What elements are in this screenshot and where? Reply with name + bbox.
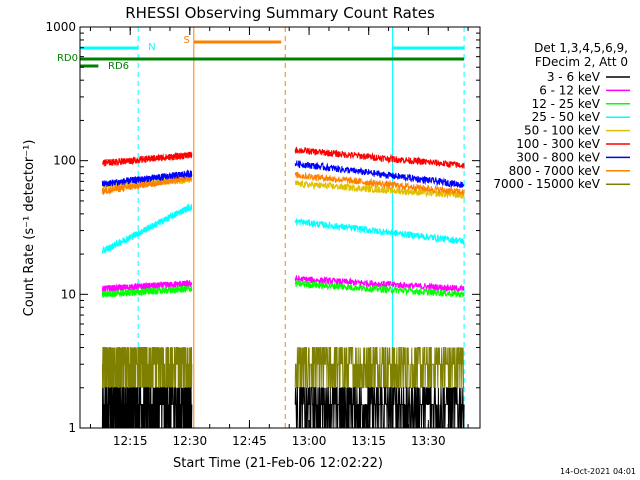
series-0	[101, 387, 465, 429]
chart-title: RHESSI Observing Summary Count Rates	[125, 4, 435, 22]
y-axis-label: Count Rate (s⁻¹ detector⁻¹)	[22, 140, 37, 317]
x-tick-label: 13:00	[292, 434, 327, 448]
plot-frame	[79, 26, 481, 429]
legend: Det 1,3,4,5,6,9, FDecim 2, Att 0 3 - 6 k…	[493, 41, 630, 191]
flag-label-rd0: RD0	[57, 53, 78, 64]
trace-1-0	[101, 279, 193, 293]
trace-3-1	[294, 217, 465, 245]
y-tick-label: 1000	[45, 20, 76, 34]
series-1	[101, 274, 465, 293]
x-tick-label: 12:45	[232, 434, 267, 448]
series-6	[101, 160, 465, 189]
x-axis: 12:15 12:30 12:45 13:00 13:15 13:30	[89, 27, 469, 448]
trace-5-1	[294, 146, 465, 169]
y-tick-label: 10	[61, 287, 76, 301]
series-5	[101, 146, 465, 169]
flag-label-s: S	[183, 35, 189, 46]
trace-8-0	[101, 347, 193, 389]
x-tick-label: 13:15	[351, 434, 386, 448]
flag-label-n: N	[148, 42, 155, 53]
trace-1-1	[294, 274, 465, 293]
y-tick-label: 1	[68, 421, 76, 435]
x-axis-label: Start Time (21-Feb-06 12:02:22)	[173, 456, 383, 471]
trace-5-0	[101, 151, 193, 167]
trace-7-1	[294, 171, 465, 196]
trace-3-0	[101, 202, 193, 254]
series-7	[101, 171, 465, 196]
trace-7-0	[101, 173, 193, 196]
legend-label: 6 - 12 keV	[539, 83, 601, 97]
x-tick-label: 12:30	[173, 434, 208, 448]
y-axis: 1 10 100 1000	[45, 20, 480, 435]
trace-8-1	[294, 347, 465, 389]
trace-6-0	[101, 169, 193, 187]
trace-0-0	[101, 387, 193, 429]
trace-2-0	[101, 285, 193, 298]
y-tick-label: 100	[53, 154, 76, 168]
trace-6-1	[294, 160, 465, 189]
plot-area: N S RD0 RD6	[57, 27, 465, 429]
legend-label: 3 - 6 keV	[547, 70, 601, 84]
legend-label: 50 - 100 keV	[524, 124, 601, 138]
legend-label: 12 - 25 keV	[532, 97, 601, 111]
flag-label-rd6: RD6	[108, 61, 129, 72]
x-tick-label: 13:30	[411, 434, 446, 448]
legend-header-line-1: Det 1,3,4,5,6,9,	[534, 41, 628, 55]
legend-label: 800 - 7000 keV	[509, 164, 601, 178]
series-8	[101, 347, 465, 389]
series-2	[101, 280, 465, 298]
x-tick-label: 12:15	[113, 434, 148, 448]
series-3	[101, 202, 465, 254]
footer-timestamp: 14-Oct-2021 04:01	[560, 467, 636, 476]
legend-label: 7000 - 15000 keV	[493, 177, 600, 191]
trace-4-1	[294, 179, 465, 199]
trace-0-1	[294, 387, 465, 429]
legend-label: 300 - 800 keV	[516, 150, 600, 164]
legend-header-line-2: FDecim 2, Att 0	[535, 55, 628, 69]
legend-label: 100 - 300 keV	[516, 137, 600, 151]
legend-label: 25 - 50 keV	[532, 110, 601, 124]
trace-2-1	[294, 280, 465, 298]
